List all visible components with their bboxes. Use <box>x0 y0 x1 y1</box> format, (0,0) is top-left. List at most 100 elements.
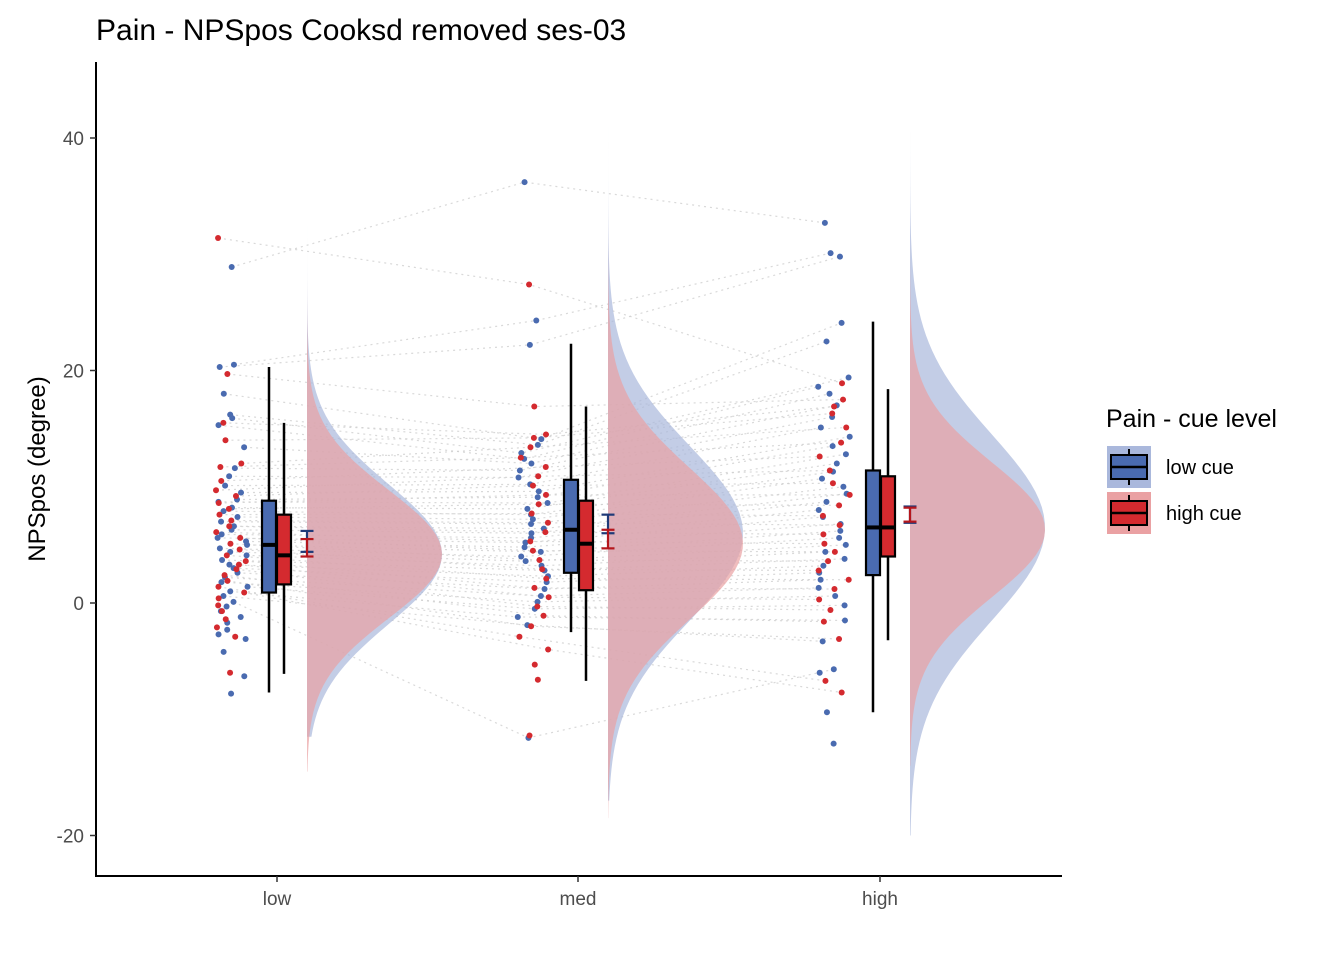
data-point <box>838 689 845 696</box>
data-point <box>816 596 823 603</box>
data-point <box>846 433 853 440</box>
data-point <box>223 603 230 610</box>
legend-entry-label: low cue <box>1166 457 1234 479</box>
y-ticks: -20 0 20 40 <box>57 129 96 848</box>
data-point <box>827 606 834 613</box>
box-body <box>275 513 293 586</box>
data-point <box>224 626 231 633</box>
data-point <box>845 576 852 583</box>
y-tick-label: 40 <box>63 129 84 150</box>
data-point <box>226 523 233 530</box>
data-point <box>534 603 541 610</box>
data-point <box>528 530 535 537</box>
data-point <box>528 510 535 517</box>
data-point <box>236 546 243 553</box>
data-point <box>536 556 543 563</box>
data-point <box>244 541 251 548</box>
x-tick-label: low <box>263 889 292 910</box>
data-point <box>534 441 541 448</box>
data-point <box>229 415 236 422</box>
data-point <box>242 558 249 565</box>
connector-line <box>233 252 831 366</box>
data-point <box>220 648 227 655</box>
data-point <box>238 489 245 496</box>
data-point <box>232 493 239 500</box>
data-point <box>542 529 549 536</box>
data-point <box>528 623 535 630</box>
connector-line <box>227 373 844 408</box>
data-point <box>529 482 536 489</box>
data-point <box>241 673 248 680</box>
data-point <box>228 517 235 524</box>
data-point <box>820 562 827 569</box>
data-point <box>241 444 248 451</box>
data-point <box>526 732 533 739</box>
data-point <box>517 454 524 461</box>
data-point <box>815 567 822 574</box>
data-point <box>234 513 241 520</box>
data-point <box>227 588 234 595</box>
data-point <box>836 253 843 260</box>
data-point <box>845 374 852 381</box>
data-point <box>527 444 534 451</box>
data-point <box>524 505 531 512</box>
data-point <box>222 482 229 489</box>
data-point <box>213 529 220 536</box>
data-point <box>817 576 824 583</box>
data-point <box>521 544 528 551</box>
data-point <box>538 436 545 443</box>
data-point <box>522 558 529 565</box>
data-point <box>836 534 843 541</box>
data-point <box>535 488 542 495</box>
data-point <box>836 502 843 509</box>
data-point <box>545 646 552 653</box>
jitter-points <box>213 179 853 747</box>
data-point <box>842 541 849 548</box>
data-point <box>241 589 248 596</box>
data-point <box>540 612 547 619</box>
data-point <box>822 677 829 684</box>
data-point <box>829 443 836 450</box>
data-point <box>217 463 224 470</box>
data-point <box>539 566 546 573</box>
data-point <box>237 534 244 541</box>
density-clouds <box>307 103 1045 836</box>
data-point <box>533 317 540 324</box>
data-point <box>836 636 843 643</box>
data-point <box>243 552 250 559</box>
data-point <box>819 475 826 482</box>
data-point <box>528 460 535 467</box>
data-point <box>522 539 529 546</box>
data-point <box>841 602 848 609</box>
data-point <box>224 370 231 377</box>
data-point <box>826 467 833 474</box>
data-point <box>230 361 237 368</box>
box-body <box>864 469 882 577</box>
data-point <box>836 522 843 529</box>
y-axis-title: NPSpos (degree) <box>24 376 51 561</box>
data-point <box>529 516 536 523</box>
data-point <box>228 264 235 271</box>
data-point <box>534 676 541 683</box>
data-point <box>228 690 235 697</box>
boxplots <box>260 321 897 713</box>
data-point <box>237 613 244 620</box>
data-point <box>218 531 225 538</box>
data-point <box>839 380 846 387</box>
box-body <box>562 478 580 574</box>
data-point <box>816 669 823 676</box>
data-point <box>225 505 232 512</box>
data-point <box>823 338 830 345</box>
data-point <box>821 219 828 226</box>
data-point <box>830 666 837 673</box>
data-point <box>817 424 824 431</box>
data-point <box>543 491 550 498</box>
data-point <box>841 617 848 624</box>
data-point <box>815 584 822 591</box>
data-point <box>232 633 239 640</box>
data-point <box>516 467 523 474</box>
data-point <box>831 586 838 593</box>
data-point <box>216 545 223 552</box>
y-tick-label: -20 <box>57 827 84 848</box>
